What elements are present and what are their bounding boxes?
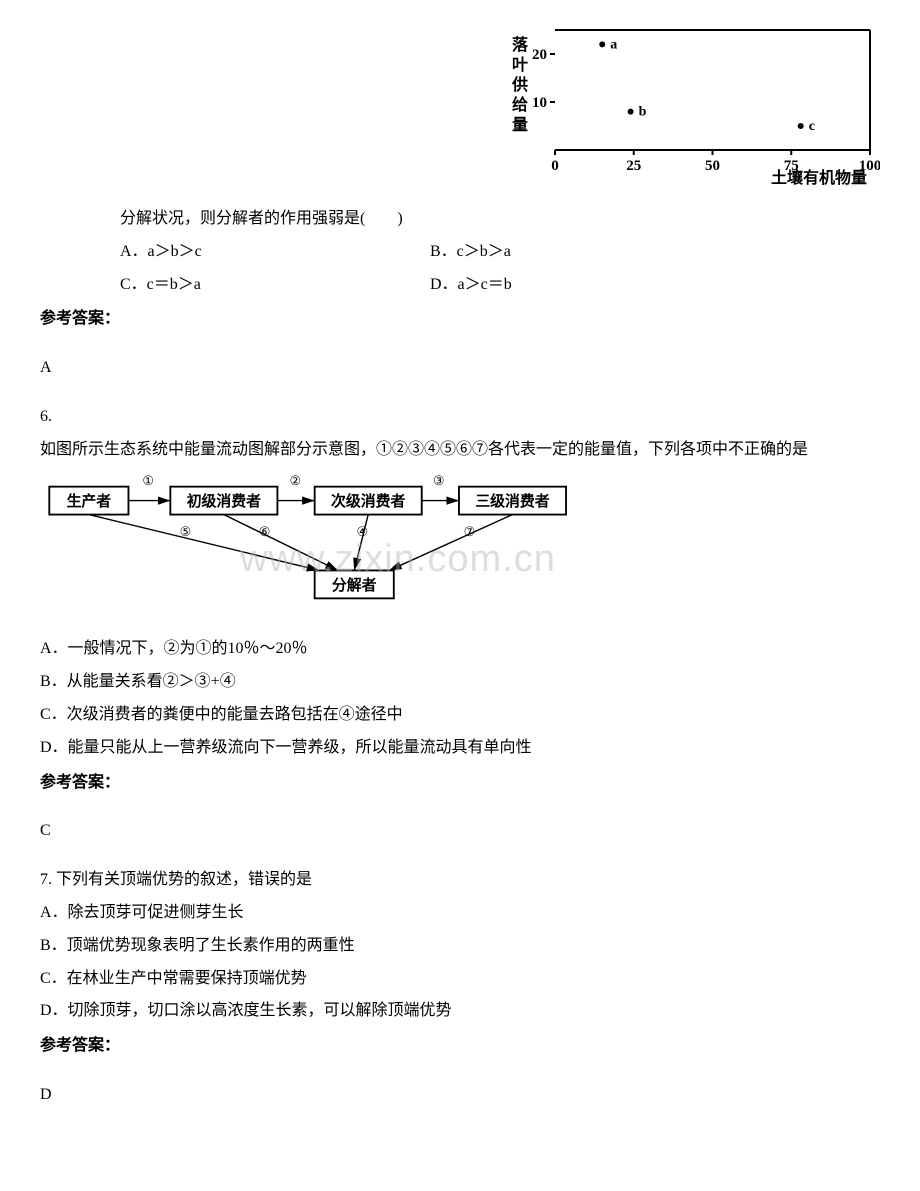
q7-option-c: C．在林业生产中常需要保持顶端优势 xyxy=(40,965,880,994)
svg-text:供: 供 xyxy=(511,75,528,94)
svg-text:给: 给 xyxy=(512,95,528,114)
svg-text:⑤: ⑤ xyxy=(180,524,192,539)
q7-answer: D xyxy=(40,1081,880,1110)
svg-text:⑥: ⑥ xyxy=(259,524,271,539)
svg-text:生产者: 生产者 xyxy=(67,492,112,510)
svg-text:b: b xyxy=(639,105,647,120)
q7-stem: 7. 下列有关顶端优势的叙述，错误的是 xyxy=(40,866,880,895)
q5-stem: 分解状况，则分解者的作用强弱是( ) xyxy=(40,205,880,234)
q7-answer-label: 参考答案： xyxy=(40,1032,880,1061)
q5-options-row2: C．c＝b＞a D．a＞c＝b xyxy=(40,271,880,300)
svg-text:②: ② xyxy=(290,475,302,488)
q7-option-a: A．除去顶芽可促进侧芽生长 xyxy=(40,899,880,928)
svg-text:50: 50 xyxy=(705,158,720,174)
svg-text:三级消费者: 三级消费者 xyxy=(475,492,549,510)
q6-option-d: D．能量只能从上一营养级流向下一营养级，所以能量流动具有单向性 xyxy=(40,734,880,763)
q6-option-a: A．一般情况下，②为①的10％～20％ xyxy=(40,635,880,664)
svg-text:初级消费者: 初级消费者 xyxy=(187,492,261,510)
svg-text:落: 落 xyxy=(512,35,529,54)
svg-text:土壤有机物量: 土壤有机物量 xyxy=(771,168,867,185)
scatter-chart: 02550751001020落叶供给量土壤有机物量abc xyxy=(500,20,880,185)
flow-diagram-container: ①②③⑤⑥④⑦生产者初级消费者次级消费者三级消费者分解者 www.zixin.c… xyxy=(40,475,880,621)
flow-diagram: ① ② ③ ⑤ ⑥ ④ ⑦ 生产者 初级消费者 次级消费者 三级消费者分解者 xyxy=(40,475,580,610)
q5-options-row1: A．a＞b＞c B．c＞b＞a xyxy=(40,238,880,267)
svg-text:分解者: 分解者 xyxy=(332,576,377,594)
q5-option-d: D．a＞c＝b xyxy=(430,271,880,300)
svg-text:③: ③ xyxy=(433,475,445,488)
svg-text:叶: 叶 xyxy=(512,56,528,74)
q6-option-c: C．次级消费者的粪便中的能量去路包括在④途径中 xyxy=(40,701,880,730)
q6-number: 6. xyxy=(40,403,880,432)
q5-answer: A xyxy=(40,354,880,383)
svg-text:c: c xyxy=(809,119,815,134)
svg-text:量: 量 xyxy=(512,116,528,134)
q6-answer-label: 参考答案： xyxy=(40,769,880,798)
scatter-chart-container: 02550751001020落叶供给量土壤有机物量abc xyxy=(40,20,880,185)
svg-text:⑦: ⑦ xyxy=(464,524,476,539)
svg-text:①: ① xyxy=(142,475,154,488)
q5-option-c: C．c＝b＞a xyxy=(120,271,430,300)
svg-text:④: ④ xyxy=(357,524,369,539)
q6-stem: 如图所示生态系统中能量流动图解部分示意图，①②③④⑤⑥⑦各代表一定的能量值，下列… xyxy=(40,436,880,465)
q6-option-b: B．从能量关系看②＞③+④ xyxy=(40,668,880,697)
svg-text:次级消费者: 次级消费者 xyxy=(331,492,405,510)
svg-text:10: 10 xyxy=(532,95,547,111)
svg-text:20: 20 xyxy=(532,47,547,63)
q5-option-b: B．c＞b＞a xyxy=(430,238,880,267)
q7-option-b: B．顶端优势现象表明了生长素作用的两重性 xyxy=(40,932,880,961)
q5-answer-label: 参考答案： xyxy=(40,305,880,334)
q6-answer: C xyxy=(40,817,880,846)
svg-text:0: 0 xyxy=(551,158,559,174)
q7-option-d: D．切除顶芽，切口涂以高浓度生长素，可以解除顶端优势 xyxy=(40,997,880,1026)
svg-text:a: a xyxy=(610,37,617,52)
q5-option-a: A．a＞b＞c xyxy=(120,238,430,267)
svg-text:25: 25 xyxy=(626,158,641,174)
